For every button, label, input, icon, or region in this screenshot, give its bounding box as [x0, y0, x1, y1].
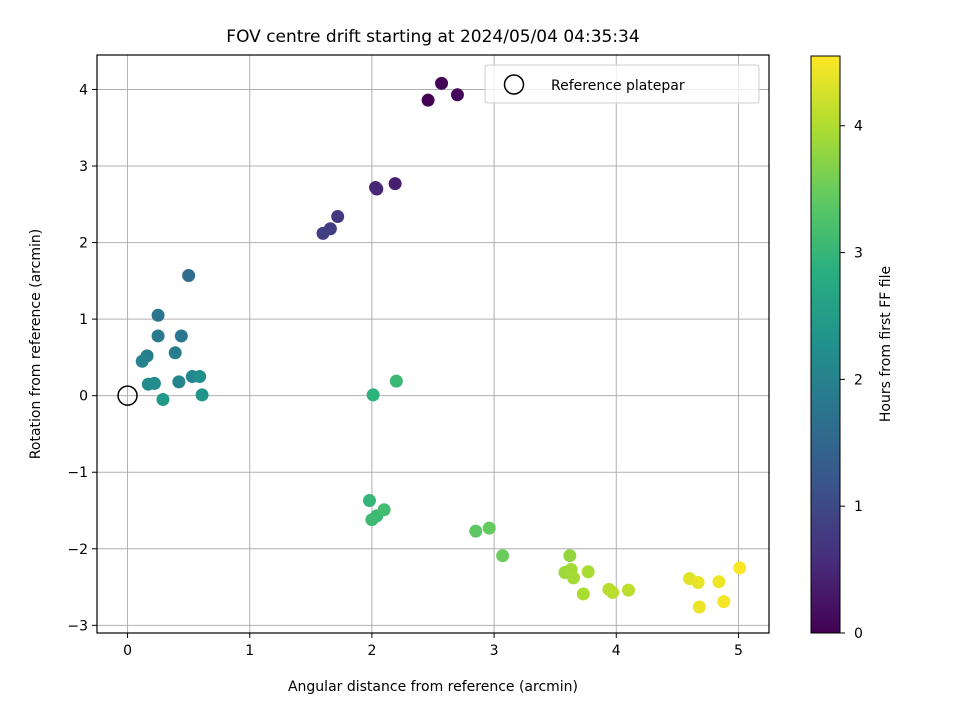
- colorbar-tick-label: 4: [854, 119, 863, 135]
- legend-marker: [503, 74, 525, 95]
- y-axis-ticks: −3 −2 −1 0 1 2 3 4: [67, 82, 97, 634]
- grid-lines: [97, 55, 769, 633]
- y-tick-label: 0: [79, 389, 88, 405]
- data-point: [581, 565, 595, 579]
- x-axis-label: Angular distance from reference (arcmin): [288, 679, 578, 695]
- x-tick-label: 4: [612, 643, 621, 659]
- plot-frame: [96, 54, 770, 634]
- data-point: [712, 575, 726, 589]
- data-point: [389, 374, 403, 388]
- data-point: [563, 549, 577, 563]
- y-tick-label: 4: [79, 82, 88, 98]
- reference-point-marker: [117, 385, 138, 406]
- data-point: [316, 226, 330, 240]
- data-point: [606, 585, 620, 599]
- legend-box: [484, 64, 760, 104]
- data-point: [377, 503, 391, 517]
- data-point: [621, 583, 635, 597]
- data-point: [168, 346, 182, 360]
- x-tick-label: 5: [734, 643, 743, 659]
- y-tick-label: −3: [67, 618, 88, 634]
- data-point: [435, 76, 449, 90]
- colorbar-ticks: 0 1 2 3 4: [840, 119, 863, 642]
- data-point: [151, 308, 165, 322]
- y-tick-label: −1: [67, 465, 88, 481]
- x-tick-label: 1: [245, 643, 254, 659]
- data-point: [182, 268, 196, 282]
- data-point: [469, 524, 483, 538]
- colorbar-tick-label: 0: [854, 626, 863, 642]
- data-point: [450, 88, 464, 102]
- colorbar-tick-label: 2: [854, 372, 863, 388]
- x-tick-label: 2: [367, 643, 376, 659]
- data-point: [421, 93, 435, 107]
- legend: Reference platepar: [484, 64, 760, 104]
- y-tick-label: 1: [79, 312, 88, 328]
- data-point: [733, 561, 747, 575]
- y-tick-label: 3: [79, 159, 88, 175]
- data-point: [362, 494, 376, 508]
- data-point: [156, 393, 170, 407]
- data-point: [691, 575, 705, 589]
- data-point: [482, 521, 496, 535]
- data-point: [193, 370, 207, 384]
- data-point: [147, 376, 161, 390]
- data-point: [692, 600, 706, 614]
- colorbar-tick-label: 1: [854, 499, 863, 515]
- data-point: [172, 375, 186, 389]
- y-tick-label: −2: [67, 542, 88, 558]
- colorbar-label: Hours from first FF file: [878, 266, 894, 422]
- data-point: [388, 177, 402, 191]
- data-point: [151, 329, 165, 343]
- data-point: [717, 595, 731, 609]
- colorbar-gradient: [810, 55, 841, 634]
- x-axis-ticks: 0 1 2 3 4 5: [123, 633, 743, 659]
- data-point: [496, 549, 510, 563]
- data-point: [135, 354, 149, 368]
- data-point: [331, 210, 345, 224]
- data-point: [365, 513, 379, 527]
- colorbar: 0 1 2 3 4 Hours from first FF file: [810, 55, 894, 642]
- x-tick-label: 0: [123, 643, 132, 659]
- data-point: [369, 180, 383, 194]
- chart-title: FOV centre drift starting at 2024/05/04 …: [226, 27, 639, 47]
- data-point: [567, 571, 581, 585]
- y-tick-label: 2: [79, 236, 88, 252]
- data-point: [576, 587, 590, 601]
- data-points: [135, 76, 747, 614]
- data-point: [174, 329, 188, 343]
- data-point: [366, 388, 380, 402]
- y-axis-label: Rotation from reference (arcmin): [28, 229, 44, 459]
- x-tick-label: 3: [490, 643, 499, 659]
- colorbar-tick-label: 3: [854, 246, 863, 262]
- data-point: [195, 388, 209, 402]
- legend-label: Reference platepar: [551, 78, 685, 94]
